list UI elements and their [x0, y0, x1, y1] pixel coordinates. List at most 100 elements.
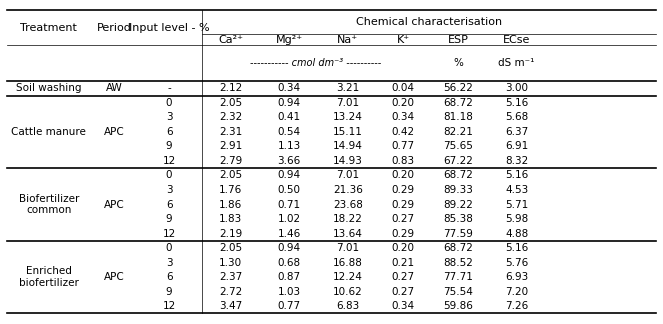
Text: 88.52: 88.52 [444, 258, 473, 268]
Text: 75.54: 75.54 [444, 287, 473, 297]
Text: 18.22: 18.22 [333, 214, 363, 224]
Text: 21.36: 21.36 [333, 185, 363, 195]
Text: K⁺: K⁺ [396, 35, 410, 45]
Text: Na⁺: Na⁺ [337, 35, 358, 45]
Text: 14.93: 14.93 [333, 156, 363, 166]
Text: 7.01: 7.01 [336, 98, 359, 108]
Text: 6.91: 6.91 [505, 141, 528, 151]
Text: 2.91: 2.91 [219, 141, 243, 151]
Text: 0.71: 0.71 [278, 200, 301, 210]
Text: 9: 9 [166, 287, 172, 297]
Text: APC: APC [103, 127, 124, 137]
Text: ----------- cmol⁣ dm⁻³ ----------: ----------- cmol⁣ dm⁻³ ---------- [250, 58, 381, 68]
Text: 0.20: 0.20 [391, 243, 414, 253]
Text: 0.27: 0.27 [391, 287, 414, 297]
Text: 0.94: 0.94 [278, 98, 301, 108]
Text: 7.26: 7.26 [505, 301, 528, 311]
Text: 1.03: 1.03 [278, 287, 301, 297]
Text: -: - [167, 83, 171, 93]
Text: 2.19: 2.19 [219, 228, 243, 238]
Text: 16.88: 16.88 [333, 258, 363, 268]
Text: 0.94: 0.94 [278, 170, 301, 180]
Text: 0.41: 0.41 [278, 112, 301, 122]
Text: 2.32: 2.32 [219, 112, 243, 122]
Text: 4.88: 4.88 [505, 228, 528, 238]
Text: 3.00: 3.00 [505, 83, 528, 93]
Text: 6.37: 6.37 [505, 127, 528, 137]
Text: 81.18: 81.18 [444, 112, 473, 122]
Text: 5.16: 5.16 [505, 243, 528, 253]
Text: 68.72: 68.72 [444, 170, 473, 180]
Text: 1.46: 1.46 [278, 228, 301, 238]
Text: 15.11: 15.11 [333, 127, 363, 137]
Text: 89.22: 89.22 [444, 200, 473, 210]
Text: 6: 6 [166, 200, 172, 210]
Text: 5.16: 5.16 [505, 98, 528, 108]
Text: 12: 12 [162, 156, 176, 166]
Text: 0.21: 0.21 [391, 258, 414, 268]
Text: 0.04: 0.04 [391, 83, 414, 93]
Text: 0.68: 0.68 [278, 258, 301, 268]
Text: 3.21: 3.21 [336, 83, 359, 93]
Text: 0.54: 0.54 [278, 127, 301, 137]
Text: ESP: ESP [448, 35, 469, 45]
Text: 2.05: 2.05 [219, 98, 243, 108]
Text: Enriched
biofertilizer: Enriched biofertilizer [19, 266, 79, 288]
Text: Period: Period [96, 23, 131, 32]
Text: 0: 0 [166, 170, 172, 180]
Text: 56.22: 56.22 [444, 83, 473, 93]
Text: 0.83: 0.83 [391, 156, 414, 166]
Text: AW: AW [105, 83, 122, 93]
Text: Ca²⁺: Ca²⁺ [218, 35, 243, 45]
Text: 0.27: 0.27 [391, 272, 414, 282]
Text: 3.66: 3.66 [278, 156, 301, 166]
Text: 0.77: 0.77 [278, 301, 301, 311]
Text: Mg²⁺: Mg²⁺ [276, 35, 303, 45]
Text: 85.38: 85.38 [444, 214, 473, 224]
Text: 1.02: 1.02 [278, 214, 301, 224]
Text: 0.87: 0.87 [278, 272, 301, 282]
Text: Treatment: Treatment [21, 23, 78, 32]
Text: 0: 0 [166, 98, 172, 108]
Text: 7.20: 7.20 [505, 287, 528, 297]
Text: 2.05: 2.05 [219, 243, 243, 253]
Text: 0.29: 0.29 [391, 200, 414, 210]
Text: 3.47: 3.47 [219, 301, 243, 311]
Text: 0.42: 0.42 [391, 127, 414, 137]
Text: Chemical characterisation: Chemical characterisation [356, 17, 502, 27]
Text: 82.21: 82.21 [444, 127, 473, 137]
Text: 6: 6 [166, 272, 172, 282]
Text: 7.01: 7.01 [336, 243, 359, 253]
Text: 10.62: 10.62 [333, 287, 363, 297]
Text: 2.12: 2.12 [219, 83, 243, 93]
Text: 2.37: 2.37 [219, 272, 243, 282]
Text: 0.20: 0.20 [391, 98, 414, 108]
Text: 5.16: 5.16 [505, 170, 528, 180]
Text: 7.01: 7.01 [336, 170, 359, 180]
Text: 59.86: 59.86 [444, 301, 473, 311]
Text: 0: 0 [166, 243, 172, 253]
Text: 9: 9 [166, 214, 172, 224]
Text: 1.13: 1.13 [278, 141, 301, 151]
Text: 1.83: 1.83 [219, 214, 243, 224]
Text: 3: 3 [166, 185, 172, 195]
Text: 5.71: 5.71 [505, 200, 528, 210]
Text: 68.72: 68.72 [444, 98, 473, 108]
Text: 0.20: 0.20 [391, 170, 414, 180]
Text: 23.68: 23.68 [333, 200, 363, 210]
Text: %: % [453, 58, 463, 68]
Text: 5.76: 5.76 [505, 258, 528, 268]
Text: 0.29: 0.29 [391, 228, 414, 238]
Text: 12: 12 [162, 301, 176, 311]
Text: 12.24: 12.24 [333, 272, 363, 282]
Text: 2.31: 2.31 [219, 127, 243, 137]
Text: 77.71: 77.71 [444, 272, 473, 282]
Text: 0.34: 0.34 [278, 83, 301, 93]
Text: 14.94: 14.94 [333, 141, 363, 151]
Text: 1.76: 1.76 [219, 185, 243, 195]
Text: 0.29: 0.29 [391, 185, 414, 195]
Text: 0.27: 0.27 [391, 214, 414, 224]
Text: 77.59: 77.59 [444, 228, 473, 238]
Text: 0.50: 0.50 [278, 185, 301, 195]
Text: dS m⁻¹: dS m⁻¹ [499, 58, 535, 68]
